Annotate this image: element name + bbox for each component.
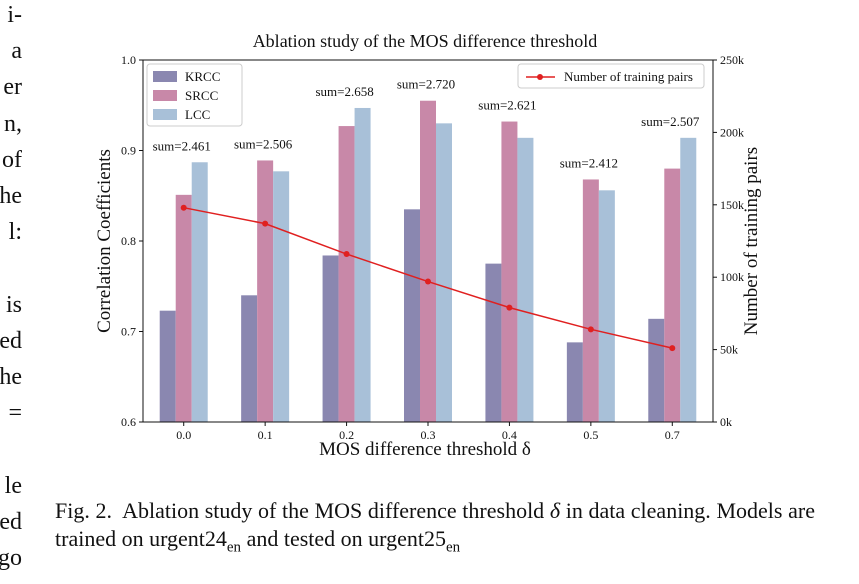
left-text-fragment: le bbox=[4, 473, 22, 499]
left-tick-label: 1.0 bbox=[121, 53, 136, 67]
bar-lcc bbox=[191, 162, 208, 422]
right-y-axis-label: Number of training pairs bbox=[741, 147, 762, 335]
ablation-chart: Ablation study of the MOS difference thr… bbox=[94, 31, 762, 460]
bar-krcc bbox=[566, 342, 583, 422]
right-tick-label: 100k bbox=[720, 270, 744, 284]
left-text-fragment: of bbox=[2, 147, 22, 173]
sum-annotation: sum=2.507 bbox=[641, 114, 700, 129]
sum-annotation: sum=2.621 bbox=[478, 98, 536, 113]
training-pairs-line bbox=[180, 204, 676, 352]
legend-swatch-srcc bbox=[153, 90, 177, 101]
legend-label-training-pairs: Number of training pairs bbox=[564, 69, 693, 84]
x-axis-label: MOS difference threshold δ bbox=[319, 439, 531, 460]
bar-lcc bbox=[273, 171, 290, 422]
bar-srcc bbox=[257, 160, 274, 422]
bar-krcc bbox=[322, 255, 339, 422]
bar-srcc bbox=[175, 194, 192, 422]
training-pairs-point bbox=[587, 326, 594, 333]
left-tick-label: 0.8 bbox=[121, 234, 136, 248]
training-pairs-point bbox=[262, 220, 269, 227]
training-pairs-point bbox=[669, 345, 676, 352]
left-text-fragment: he bbox=[0, 183, 22, 209]
left-column-text: i-a er n, of he l: is ed he = le ed go bbox=[0, 0, 26, 584]
caption-text-1: Ablation study of the MOS difference thr… bbox=[122, 498, 545, 523]
bar-krcc bbox=[159, 310, 176, 422]
right-tick-label: 150k bbox=[720, 198, 744, 212]
bar-srcc bbox=[338, 126, 355, 422]
left-text-fragment: is bbox=[5, 292, 22, 318]
x-axis: 0.0 0.1 0.2 0.3 0.4 0.5 0.7 bbox=[176, 422, 680, 442]
caption-sub-2: en bbox=[445, 539, 461, 556]
bar-srcc bbox=[420, 100, 436, 422]
bar-lcc bbox=[517, 137, 534, 422]
left-text-fragment: go bbox=[0, 545, 22, 571]
sum-annotation: sum=2.461 bbox=[153, 138, 211, 153]
left-text-fragment: l: bbox=[8, 219, 22, 245]
right-tick-label: 200k bbox=[720, 125, 744, 139]
legend-label-lcc: LCC bbox=[185, 107, 210, 122]
right-tick-label: 250k bbox=[720, 53, 744, 67]
left-tick-label: 0.9 bbox=[121, 144, 136, 158]
bar-krcc bbox=[648, 318, 665, 422]
training-pairs-point bbox=[506, 304, 513, 311]
left-text-fragment: i- bbox=[7, 2, 22, 28]
bar-krcc bbox=[241, 295, 258, 422]
sum-annotations: sum=2.461 sum=2.506 sum=2.658 sum=2.720 sum=… bbox=[153, 77, 700, 171]
bar-lcc bbox=[354, 107, 371, 422]
y-axis-label: Correlation Coefficients bbox=[94, 149, 115, 333]
legend-box-right bbox=[517, 63, 705, 89]
left-text-fragment: a bbox=[11, 38, 22, 64]
x-tick-label: 0.2 bbox=[339, 428, 354, 442]
caption-symbol: δ bbox=[549, 498, 561, 523]
legend-line-marker bbox=[537, 74, 543, 80]
bar-srcc bbox=[501, 121, 518, 422]
left-text-fragment: ed bbox=[0, 328, 22, 354]
sum-annotation: sum=2.412 bbox=[560, 155, 618, 170]
legend-label-krcc: KRCC bbox=[185, 69, 220, 84]
left-text-fragment: = bbox=[8, 400, 22, 426]
x-tick-label: 0.7 bbox=[665, 428, 680, 442]
right-tick-label: 50k bbox=[720, 343, 738, 357]
left-text-fragment: er bbox=[3, 74, 22, 100]
left-text-fragment: ed bbox=[0, 509, 22, 535]
x-tick-label: 0.3 bbox=[421, 428, 436, 442]
bar-lcc bbox=[680, 137, 697, 422]
left-text-fragment: he bbox=[0, 364, 22, 390]
bar-krcc bbox=[404, 209, 420, 422]
left-text-fragment: n, bbox=[4, 111, 22, 137]
left-tick-label: 0.7 bbox=[121, 325, 136, 339]
legend-bars: KRCC SRCC LCC bbox=[146, 63, 243, 127]
bar-srcc bbox=[582, 179, 599, 422]
sum-annotation: sum=2.658 bbox=[315, 84, 373, 99]
sum-annotation: sum=2.720 bbox=[397, 77, 455, 92]
left-tick-label: 0.6 bbox=[121, 415, 136, 429]
x-tick-label: 0.0 bbox=[176, 428, 191, 442]
legend-label-srcc: SRCC bbox=[185, 88, 218, 103]
right-y-axis: 0k 50k 100k 150k 200k 250k bbox=[713, 53, 744, 429]
training-pairs-point bbox=[343, 251, 350, 258]
figure-caption: Fig. 2. Ablation study of the MOS differ… bbox=[55, 497, 815, 561]
sum-annotation: sum=2.506 bbox=[234, 136, 293, 151]
right-tick-label: 0k bbox=[720, 415, 732, 429]
caption-sub-1: en bbox=[226, 539, 242, 556]
left-y-axis: 0.6 0.7 0.8 0.9 1.0 bbox=[121, 53, 143, 429]
bars-group bbox=[159, 100, 697, 422]
chart-title: Ablation study of the MOS difference thr… bbox=[253, 31, 598, 51]
legend-line: Number of training pairs bbox=[517, 63, 705, 89]
caption-text-3: and tested on urgent25 bbox=[246, 526, 446, 551]
bar-srcc bbox=[664, 168, 681, 422]
x-tick-label: 0.4 bbox=[502, 428, 517, 442]
bar-lcc bbox=[436, 123, 452, 422]
bar-lcc bbox=[598, 190, 615, 422]
legend-swatch-lcc bbox=[153, 109, 177, 120]
caption-text-2: in data cleaning. Models are trained on … bbox=[55, 498, 815, 551]
caption-fig-label: Fig. 2. bbox=[55, 498, 112, 523]
bar-krcc bbox=[485, 263, 502, 422]
training-pairs-point bbox=[425, 278, 431, 285]
training-pairs-point bbox=[180, 204, 187, 211]
x-tick-label: 0.1 bbox=[258, 428, 273, 442]
x-tick-label: 0.5 bbox=[583, 428, 598, 442]
legend-swatch-krcc bbox=[153, 71, 177, 82]
